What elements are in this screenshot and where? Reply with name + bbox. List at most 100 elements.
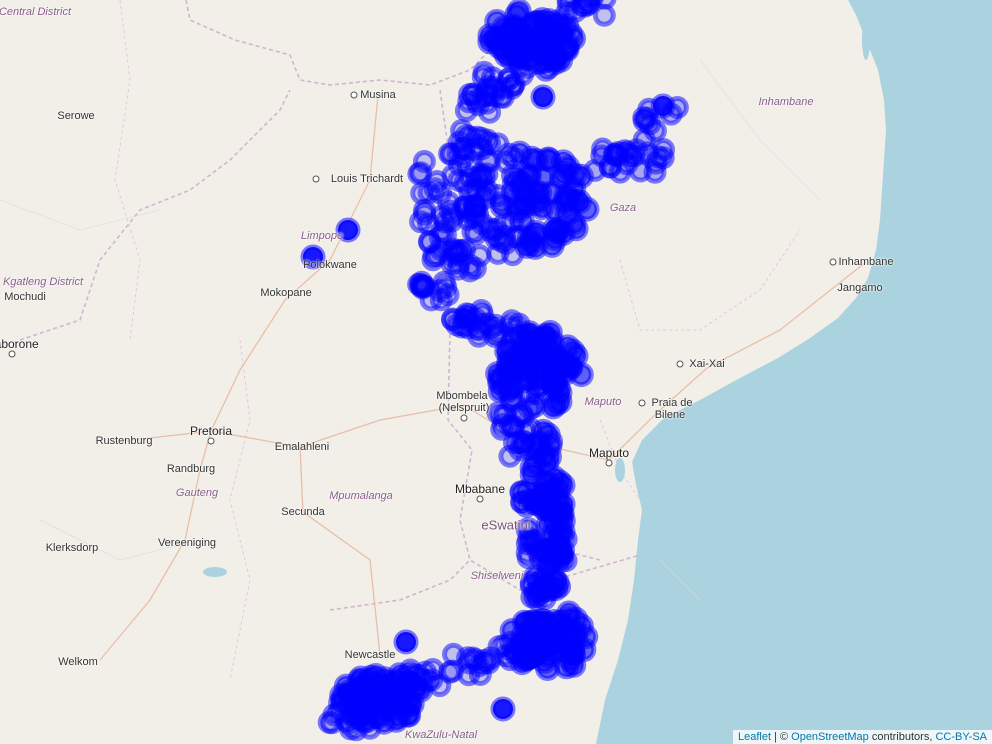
data-marker[interactable] <box>629 159 652 183</box>
place-label: Pretoria <box>189 424 233 438</box>
place-label: Xai-Xai <box>689 358 725 370</box>
data-marker[interactable] <box>518 230 544 256</box>
data-marker[interactable] <box>468 663 492 686</box>
data-marker[interactable] <box>488 364 514 390</box>
data-marker[interactable] <box>354 708 380 734</box>
data-marker[interactable] <box>562 162 588 188</box>
place-label: Mpumalanga <box>329 490 393 502</box>
place-label: Kgatleng District <box>2 276 84 288</box>
data-marker[interactable] <box>632 109 656 133</box>
data-marker[interactable] <box>454 99 478 123</box>
data-marker[interactable] <box>513 358 539 384</box>
place-label: Praia de <box>651 397 693 409</box>
license-link[interactable]: CC-BY-SA <box>935 731 987 743</box>
place-label: Inhambane <box>758 96 814 108</box>
data-marker[interactable] <box>502 16 528 42</box>
data-marker[interactable] <box>537 320 563 345</box>
data-marker[interactable] <box>448 238 472 262</box>
place-label: Inhambane <box>838 256 894 268</box>
data-marker[interactable] <box>483 28 509 54</box>
city-dot <box>605 459 613 467</box>
data-marker[interactable] <box>470 165 496 191</box>
place-label: Klerksdorp <box>45 542 99 554</box>
data-marker[interactable] <box>540 370 566 396</box>
place-label: Newcastle <box>344 649 396 661</box>
place-label: Maputo <box>584 396 622 408</box>
data-marker[interactable] <box>529 482 555 507</box>
data-marker[interactable] <box>430 219 454 243</box>
marker-layer[interactable] <box>300 0 689 742</box>
data-marker[interactable] <box>475 91 499 115</box>
place-label: Serowe <box>57 110 95 122</box>
place-label: Rustenburg <box>95 435 153 447</box>
data-marker[interactable] <box>593 0 617 10</box>
city-dot <box>207 437 215 445</box>
data-marker[interactable] <box>412 150 436 173</box>
data-marker[interactable] <box>548 543 574 568</box>
data-marker[interactable] <box>490 696 516 722</box>
data-marker[interactable] <box>625 138 648 162</box>
data-marker[interactable] <box>543 219 569 245</box>
data-marker[interactable] <box>532 648 557 674</box>
data-marker[interactable] <box>526 430 552 456</box>
leaflet-link[interactable]: Leaflet <box>737 731 771 743</box>
data-marker[interactable] <box>393 629 419 655</box>
place-label: Louis Trichardt <box>330 173 404 185</box>
place-label: Limpopo <box>300 230 344 242</box>
data-marker[interactable] <box>396 670 422 696</box>
data-marker[interactable] <box>411 276 434 300</box>
place-label: Randburg <box>166 463 216 475</box>
data-marker[interactable] <box>548 22 574 48</box>
data-marker[interactable] <box>417 181 441 205</box>
data-marker[interactable] <box>550 508 576 534</box>
data-marker[interactable] <box>361 671 387 696</box>
city-dot <box>312 175 320 183</box>
data-marker[interactable] <box>452 305 478 331</box>
place-label: Gaborone <box>0 337 39 351</box>
data-marker[interactable] <box>646 145 670 169</box>
city-dot <box>8 350 16 358</box>
place-label: Central District <box>0 6 72 18</box>
city-dot <box>350 91 358 99</box>
data-marker[interactable] <box>566 189 592 215</box>
data-marker[interactable] <box>461 199 487 225</box>
data-marker[interactable] <box>446 142 470 166</box>
data-marker[interactable] <box>540 394 566 420</box>
place-label: Mbombela <box>436 390 488 402</box>
place-label: Maputo <box>588 446 630 460</box>
place-label: Shiselweni <box>470 570 524 582</box>
data-marker[interactable] <box>539 180 565 206</box>
data-marker[interactable] <box>409 210 433 234</box>
data-marker[interactable] <box>530 84 556 110</box>
data-marker[interactable] <box>525 10 551 36</box>
place-label: Musina <box>360 89 396 101</box>
osm-link[interactable]: OpenStreetMap <box>791 731 869 743</box>
data-marker[interactable] <box>479 646 503 670</box>
place-label: KwaZulu-Natal <box>404 729 478 741</box>
data-marker[interactable] <box>500 384 526 410</box>
data-marker[interactable] <box>509 209 535 235</box>
city-dot <box>638 399 646 407</box>
place-label: Polokwane <box>303 259 357 271</box>
data-marker[interactable] <box>573 624 599 650</box>
attribution-contributors: contributors, <box>868 731 936 743</box>
place-label: Secunda <box>281 506 325 518</box>
data-marker[interactable] <box>335 217 361 243</box>
data-marker[interactable] <box>516 320 542 346</box>
city-dot <box>460 414 468 422</box>
data-marker[interactable] <box>429 288 453 312</box>
data-marker[interactable] <box>559 640 585 666</box>
place-label: Gauteng <box>175 487 219 499</box>
place-label: Gaza <box>609 202 637 214</box>
data-marker[interactable] <box>300 244 326 270</box>
data-marker[interactable] <box>556 0 580 16</box>
data-marker[interactable] <box>422 244 446 268</box>
data-marker[interactable] <box>442 642 465 666</box>
data-marker[interactable] <box>541 614 567 640</box>
data-marker[interactable] <box>527 576 553 602</box>
data-marker[interactable] <box>484 225 510 251</box>
data-marker[interactable] <box>650 93 676 119</box>
place-label: Vereeniging <box>157 537 217 549</box>
place-label: Bilene <box>654 409 686 421</box>
